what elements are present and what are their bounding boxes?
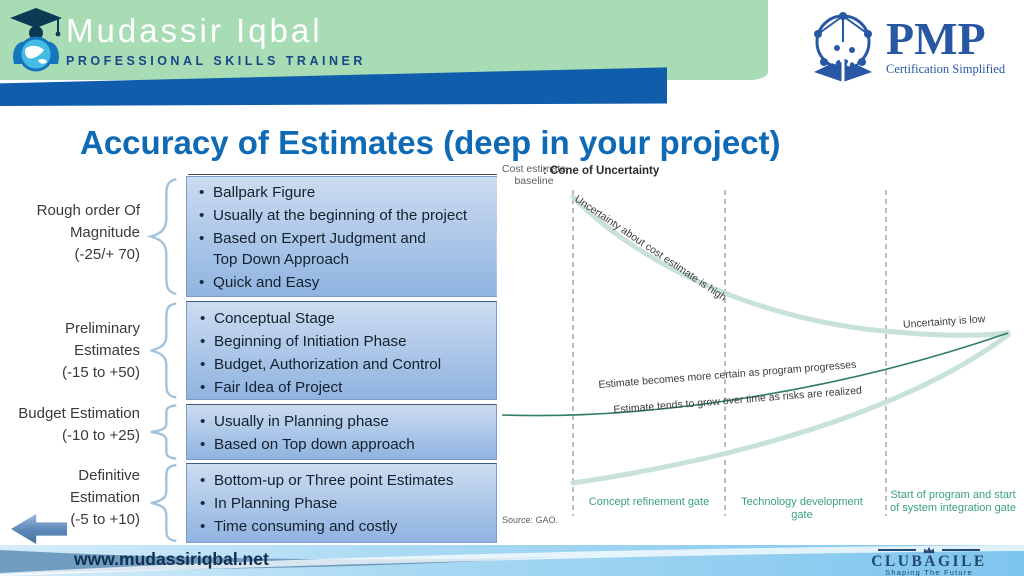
footer-band — [0, 545, 1024, 576]
bullet-item: Based on Top down approach — [199, 434, 489, 455]
bullet-list: Conceptual Stage Beginning of Initiation… — [187, 302, 493, 398]
clubagile-crown-row — [846, 546, 1012, 554]
pmp-subtitle: Certification Simplified — [886, 62, 1006, 76]
estimate-label-budget: Budget Estimation (-10 to +25) — [18, 405, 140, 444]
bullet-item: Fair Idea of Project — [199, 377, 489, 398]
figure-source: Source: GAO. — [502, 515, 559, 525]
clubagile-name: CLUBAGILE — [871, 553, 987, 570]
slide-title: Accuracy of Estimates (deep in your proj… — [80, 124, 781, 161]
pmp-text: PMP Certification Simplified — [886, 13, 1006, 77]
caption-leader-line — [188, 174, 534, 175]
estimate-box-preliminary: Conceptual Stage Beginning of Initiation… — [186, 301, 497, 400]
estimate-label-rough-order: Rough order Of Magnitude (-25/+ 70) — [36, 202, 140, 263]
estimate-box-definitive: Bottom-up or Three point Estimates In Pl… — [186, 463, 497, 543]
figure-caption: : Cone of Uncertainty — [543, 165, 660, 177]
bullet-item: Budget, Authorization and Control — [199, 354, 489, 375]
rule-line — [942, 549, 980, 551]
estimate-label-definitive: Definitive Estimation (-5 to +10) — [69, 467, 140, 528]
bullet-item: Usually in Planning phase — [199, 411, 489, 432]
estimate-box-budget: Usually in Planning phase Based on Top d… — [186, 404, 497, 460]
bullet-item: Based on Expert Judgment and Top Down Ap… — [198, 228, 488, 270]
bullet-list: Bottom-up or Three point Estimates In Pl… — [187, 464, 493, 537]
gate-label-technology: Technology development gate — [741, 496, 863, 521]
cost-estimate-baseline-label: Cost estimate baseline — [501, 163, 567, 187]
bullet-item: In Planning Phase — [199, 493, 489, 514]
clubagile-logo: CLUBAGILE Shaping The Future — [846, 546, 1012, 576]
rule-line — [878, 549, 916, 551]
cone-of-uncertainty-figure: : Cone of Uncertainty Uncertainty about … — [497, 163, 1021, 535]
pmp-logo-icon — [814, 12, 872, 82]
website-url: www.mudassiriqbal.net — [74, 549, 269, 569]
brace-icon — [143, 404, 183, 460]
bullet-item: Quick and Easy — [198, 272, 488, 293]
pmp-logo: PMP Certification Simplified — [804, 6, 1018, 88]
bullet-item: Conceptual Stage — [199, 308, 489, 329]
estimate-box-rough-order: Ballpark Figure Usually at the beginning… — [186, 176, 540, 297]
brand-tagline: PROFESSIONAL SKILLS TRAINER — [66, 54, 366, 68]
cone-curves — [501, 190, 1011, 516]
bullet-item: Ballpark Figure — [198, 182, 488, 203]
estimate-label-preliminary: Preliminary Estimates (-15 to +50) — [62, 320, 140, 381]
brace-icon — [143, 301, 183, 400]
bullet-item: Usually at the beginning of the project — [198, 205, 488, 226]
brand-name: Mudassir Iqbal — [66, 12, 323, 49]
mudassir-logo-icon — [8, 6, 64, 83]
header-green-band — [0, 0, 768, 80]
crown-icon — [923, 546, 935, 554]
gate-label-concept: Concept refinement gate — [588, 496, 710, 508]
bullet-list: Ballpark Figure Usually at the beginning… — [186, 176, 492, 293]
bullet-item: Bottom-up or Three point Estimates — [199, 470, 489, 491]
footer-wave-decoration — [0, 545, 1024, 576]
brace-icon — [143, 463, 183, 543]
bullet-list: Usually in Planning phase Based on Top d… — [187, 405, 493, 455]
gate-label-start-of-program: Start of program and start of system int… — [890, 489, 1016, 514]
bullet-item: Beginning of Initiation Phase — [199, 331, 489, 352]
bullet-item: Time consuming and costly — [199, 516, 489, 537]
brand-text: Mudassir Iqbal PROFESSIONAL SKILLS TRAIN… — [66, 12, 366, 68]
brace-icon — [143, 176, 183, 297]
clubagile-tagline: Shaping The Future — [885, 568, 973, 576]
pmp-title: PMP — [886, 13, 986, 64]
